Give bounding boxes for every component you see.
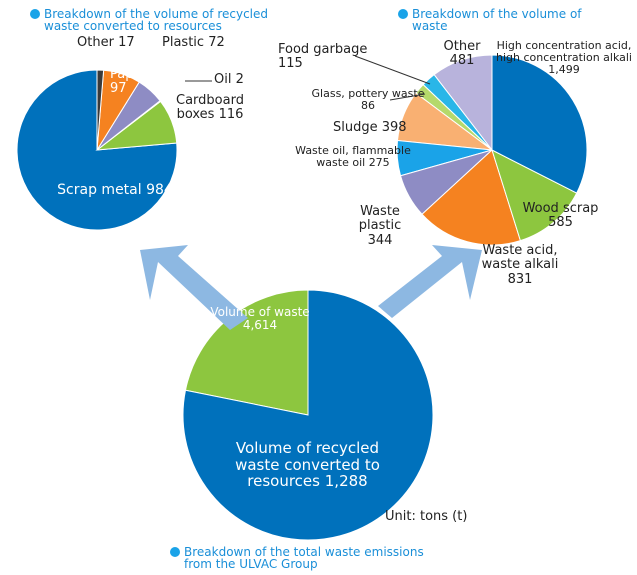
leader-line <box>389 93 426 101</box>
slice-value: 1,288 <box>324 472 368 490</box>
slice-label: Sludge 398 <box>333 120 423 135</box>
slice-name: Waste acid, waste alkali <box>481 243 559 273</box>
slice-name: Scrap metal <box>57 182 142 198</box>
slice-label: Wood scrap 585 <box>518 201 603 231</box>
slice-name: Waste plastic <box>358 204 402 234</box>
slice-value: 275 <box>368 156 390 170</box>
slice-label: Scrap metal 984 <box>40 182 190 198</box>
slice-label: Other 481 <box>442 39 482 69</box>
slice-label: Glass, pottery waste 86 <box>303 87 433 113</box>
slice-value: 17 <box>118 35 135 50</box>
leader-line <box>354 55 431 85</box>
slice-label: Plastic 72 <box>162 35 242 50</box>
slice-label: Waste oil, flammable waste oil 275 <box>288 144 418 170</box>
slice-label: Waste acid, waste alkali 831 <box>470 243 570 287</box>
slice-value: 86 <box>361 99 375 113</box>
slice-name: Volume of recycled waste converted to re… <box>235 439 380 490</box>
slice-value: 481 <box>449 53 475 69</box>
pie-slice <box>96 69 105 151</box>
slice-value: 831 <box>507 271 533 287</box>
slice-label: Other 17 <box>77 35 147 50</box>
slice-value: 398 <box>381 120 407 135</box>
slice-label: Food garbage 115 <box>278 42 373 72</box>
slice-label: Oil 2 <box>214 72 274 87</box>
chart-title: Breakdown of the volume of recycled wast… <box>30 8 274 32</box>
slice-name: High concentration acid, high concentrat… <box>496 39 632 65</box>
slice-value: 115 <box>278 56 303 72</box>
pie-slice <box>421 149 522 246</box>
pie-slice <box>491 54 588 194</box>
slice-name: Waste oil, flammable waste oil <box>295 144 411 170</box>
slice-value: 344 <box>367 232 393 248</box>
slice-label: Cardboard boxes 116 <box>170 93 250 123</box>
slice-label: Waste plastic 344 <box>350 204 410 248</box>
slice-name: Other <box>443 39 481 54</box>
slice-name: Cardboard boxes <box>176 93 244 123</box>
slice-name: Food garbage <box>278 42 368 57</box>
slice-label: Paper 97 <box>110 67 147 97</box>
slice-value: 585 <box>548 215 573 231</box>
chart-title: Breakdown of the total waste emissions f… <box>170 546 444 570</box>
unit-note: Unit: tons (t) <box>385 509 468 524</box>
slice-name: Oil <box>214 72 232 87</box>
slice-value: 2 <box>235 72 244 87</box>
slice-name: Volume of waste <box>210 305 310 319</box>
pie-slice <box>491 149 578 242</box>
slice-label: High concentration acid, high concentrat… <box>490 39 637 77</box>
slice-name: Glass, pottery waste <box>311 87 425 100</box>
slice-value: 97 <box>110 81 127 97</box>
slice-label: Volume of recycled waste converted to re… <box>225 440 390 490</box>
slice-name: Paper <box>110 67 147 82</box>
slice-value: 4,614 <box>242 318 278 333</box>
slice-label: Volume of waste 4,614 <box>210 305 310 333</box>
pie-slice <box>182 289 434 541</box>
chart-title: Breakdown of the volume of waste <box>398 8 592 32</box>
slice-name: Wood scrap <box>522 201 599 216</box>
slice-value: 984 <box>146 182 173 198</box>
slice-value: 1,499 <box>548 63 580 77</box>
slice-value: 116 <box>218 107 244 123</box>
slice-value: 72 <box>208 35 225 50</box>
arrow <box>378 245 482 318</box>
arrow <box>140 245 248 330</box>
slice-name: Other <box>77 35 114 50</box>
slice-name: Plastic <box>162 35 205 50</box>
slice-name: Sludge <box>333 120 378 135</box>
